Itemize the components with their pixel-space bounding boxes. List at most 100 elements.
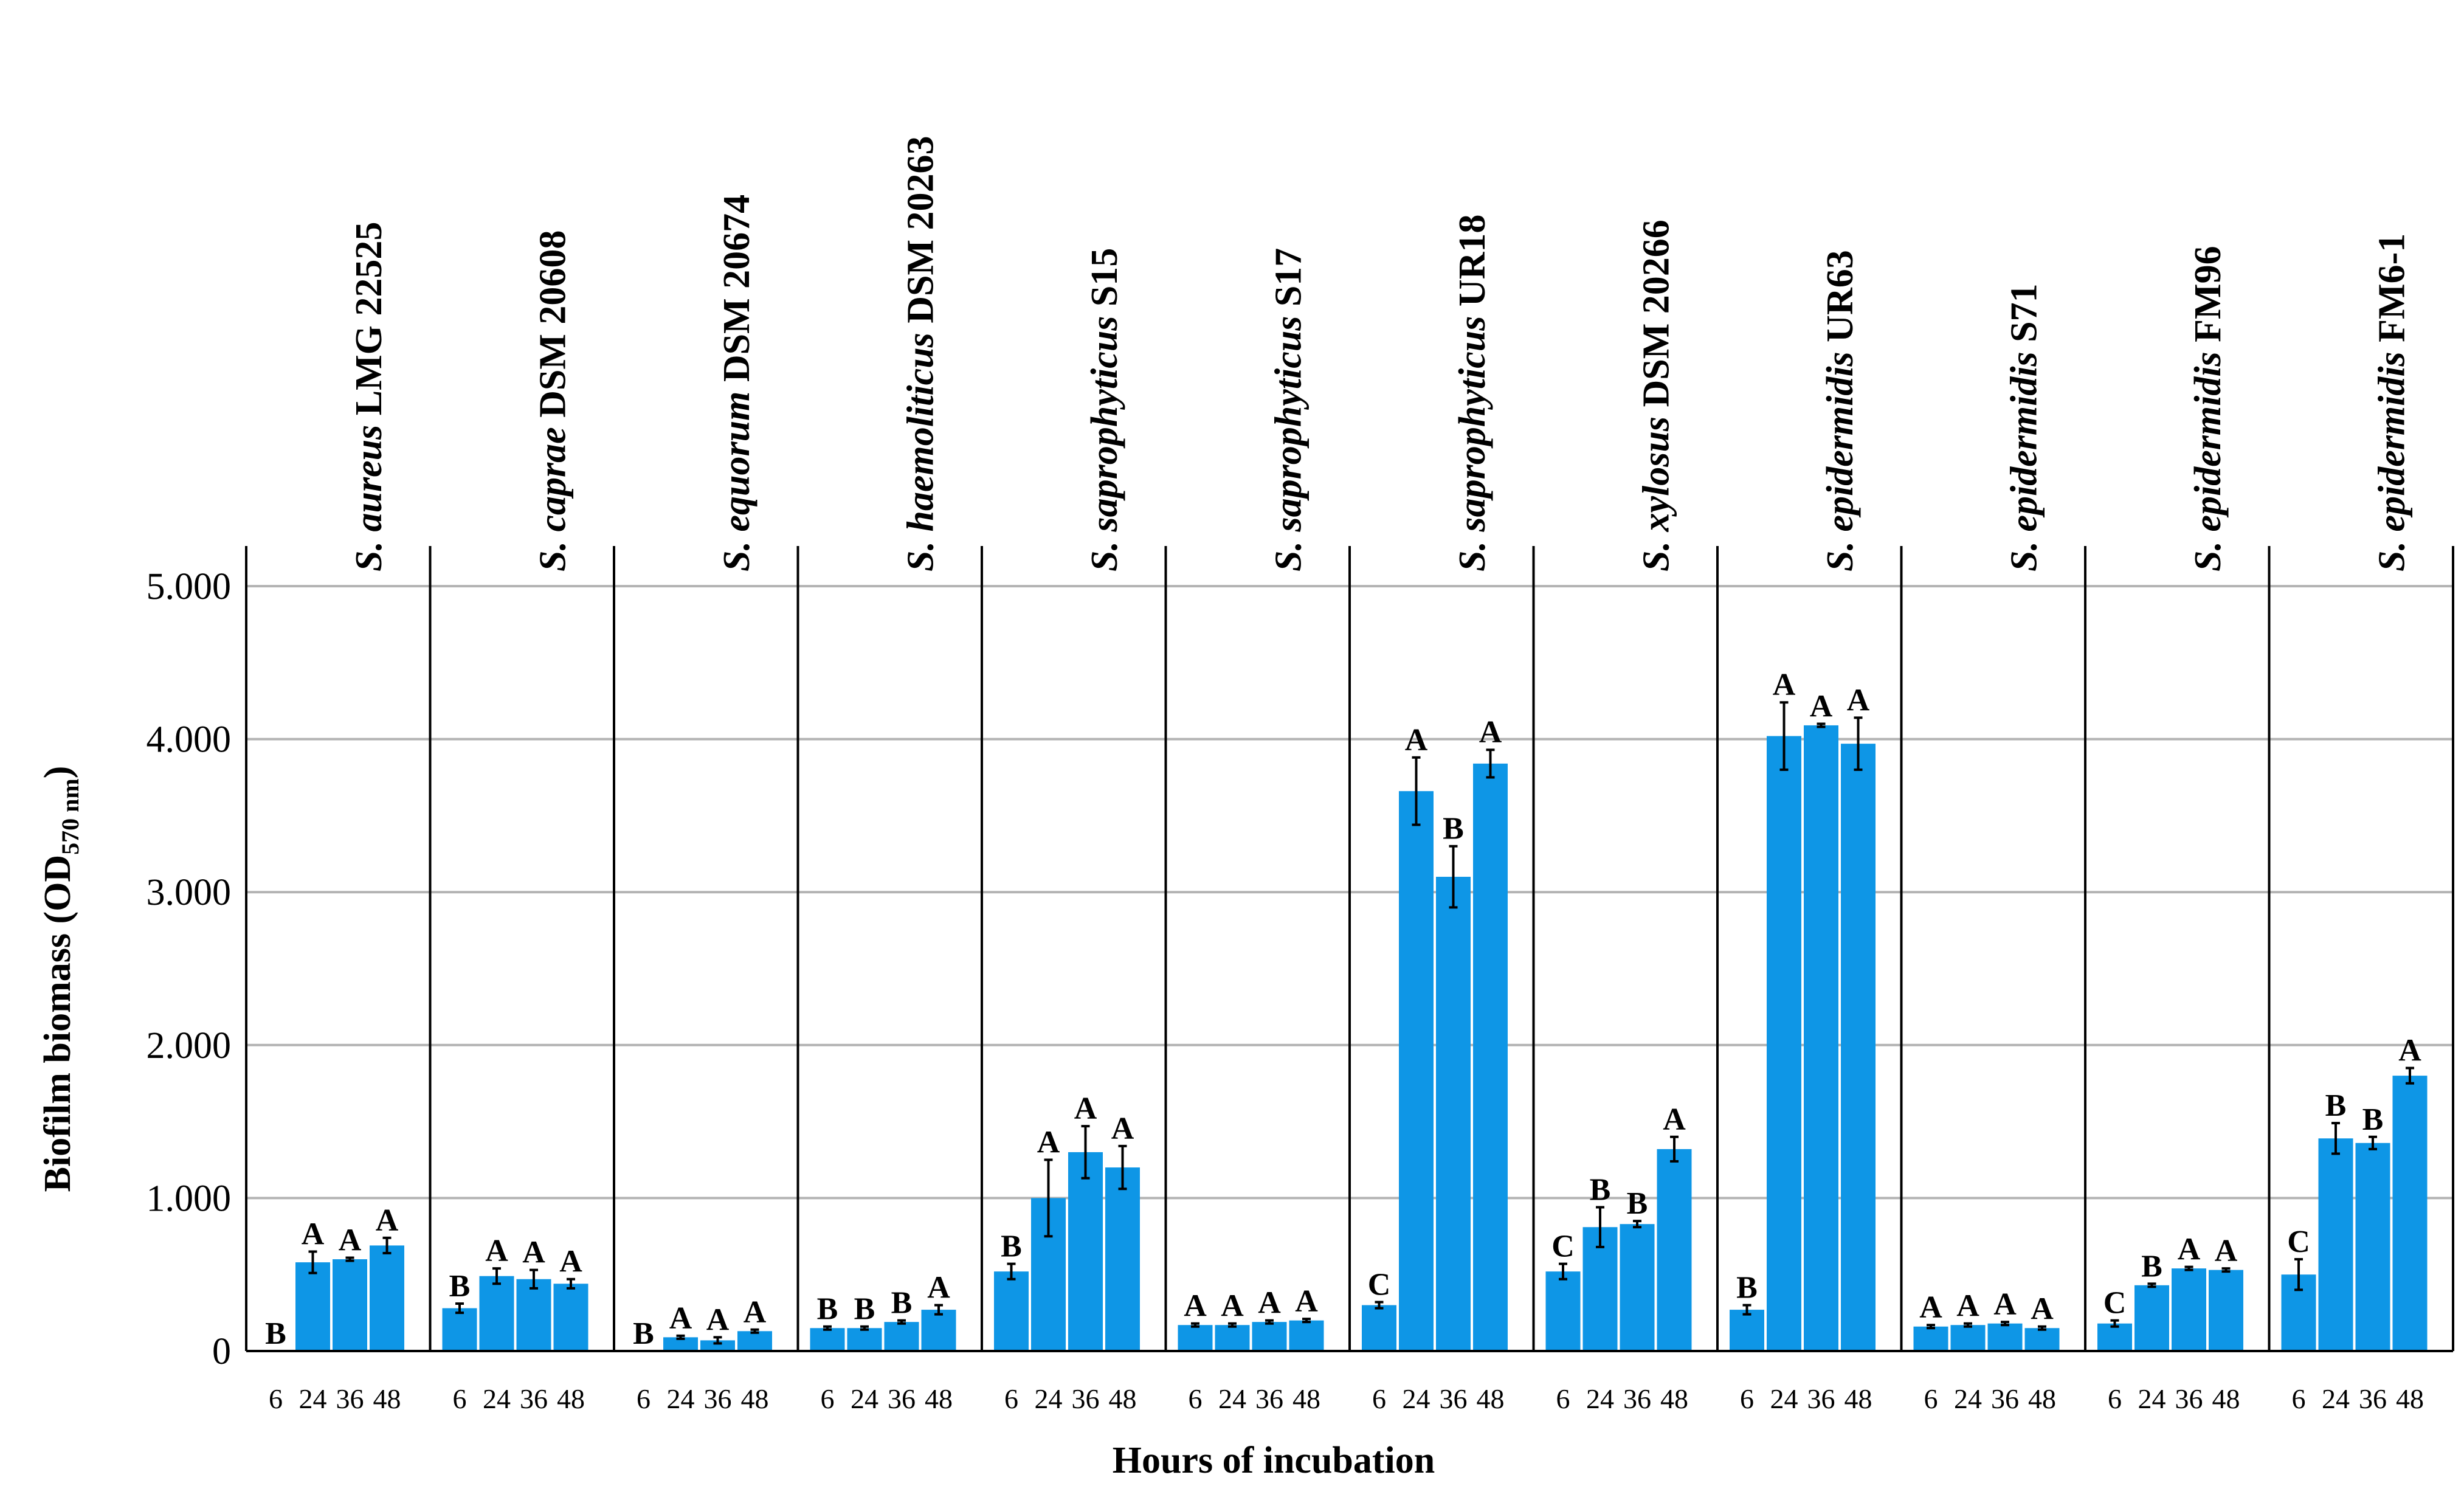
- panel-title-species: saprophyticus: [1084, 306, 1125, 532]
- x-tick-label: 6: [1189, 1383, 1203, 1414]
- bar: [1545, 1271, 1581, 1351]
- significance-letter: B: [1590, 1172, 1611, 1207]
- labels-layer: B 6 A 24 A 36 A 48 S. aureus LMG 22525 B 6 A 24 A 36 A 4…: [147, 136, 2424, 1414]
- bar: [553, 1284, 588, 1351]
- x-tick-label: 36: [888, 1383, 916, 1414]
- panel-title-strain: DSM 20266: [1636, 219, 1677, 407]
- panel-title: S. xylosus DSM 20266: [1636, 219, 1677, 572]
- bar: [479, 1276, 514, 1351]
- significance-letter: A: [1295, 1284, 1318, 1319]
- bar: [1950, 1325, 1986, 1351]
- y-tick-label: 3.000: [147, 872, 232, 913]
- panel-title-genus: S.: [1084, 532, 1125, 572]
- y-axis-title: Biofilm biomass (OD570 nm): [37, 766, 84, 1192]
- x-tick-label: 48: [1292, 1383, 1320, 1414]
- panel-title: S. saprophyticus UR18: [1452, 215, 1493, 572]
- x-tick-label: 24: [1954, 1383, 1982, 1414]
- x-tick-label: 24: [1586, 1383, 1614, 1414]
- x-tick-label: 24: [851, 1383, 878, 1414]
- significance-letter: C: [1368, 1267, 1391, 1302]
- x-tick-label: 24: [667, 1383, 695, 1414]
- significance-letter: A: [2215, 1234, 2238, 1268]
- bar: [1913, 1326, 1948, 1351]
- bar: [2134, 1285, 2169, 1351]
- x-tick-label: 48: [925, 1383, 953, 1414]
- bar: [442, 1308, 477, 1351]
- significance-letter: C: [2103, 1286, 2127, 1321]
- bar: [1657, 1149, 1692, 1351]
- significance-letter: B: [265, 1316, 286, 1351]
- y-tick-label: 5.000: [147, 566, 232, 607]
- panel-title: S. equorum DSM 20674: [716, 195, 757, 572]
- panel-title-species: saprophyticus: [1452, 306, 1493, 532]
- panel-title-strain: S15: [1084, 248, 1125, 306]
- significance-letter: A: [1074, 1091, 1097, 1126]
- x-tick-label: 24: [1035, 1383, 1063, 1414]
- bar: [1841, 744, 1876, 1351]
- significance-letter: A: [1184, 1289, 1207, 1324]
- bar: [516, 1279, 551, 1351]
- bar: [921, 1310, 956, 1351]
- panel-title: S. caprae DSM 20608: [533, 230, 574, 572]
- bar: [2392, 1076, 2428, 1351]
- y-axis-title-close: ): [37, 766, 78, 779]
- bar: [2355, 1142, 2390, 1351]
- significance-letter: B: [2362, 1102, 2384, 1137]
- panel-title: S. epidermidis S71: [2004, 283, 2045, 572]
- x-tick-label: 48: [1109, 1383, 1137, 1414]
- x-tick-label: 6: [453, 1383, 467, 1414]
- significance-letter: B: [633, 1316, 654, 1351]
- bar: [847, 1328, 882, 1351]
- panel-title-strain: FM96: [2187, 246, 2229, 342]
- x-tick-label: 6: [1924, 1383, 1938, 1414]
- significance-letter: A: [1111, 1111, 1134, 1146]
- panel-title-strain: DSM 20608: [533, 230, 574, 418]
- bar: [737, 1331, 772, 1351]
- y-tick-label: 1.000: [147, 1178, 232, 1219]
- panel-title-genus: S.: [533, 532, 574, 572]
- significance-letter: B: [2141, 1249, 2162, 1284]
- x-tick-label: 48: [557, 1383, 585, 1414]
- bar: [1362, 1305, 1396, 1351]
- panel-title-strain: S71: [2004, 283, 2045, 342]
- bar: [1767, 736, 1801, 1351]
- bar: [1105, 1167, 1140, 1351]
- bar: [1730, 1310, 1764, 1351]
- x-tick-label: 36: [1072, 1383, 1100, 1414]
- panel-title-genus: S.: [1268, 532, 1310, 572]
- panel-title-species: haemoliticus: [900, 323, 942, 532]
- panel-title-species: aureus: [348, 415, 390, 531]
- significance-letter: B: [1736, 1271, 1758, 1305]
- bar: [1178, 1325, 1213, 1351]
- y-tick-label: 4.000: [147, 719, 232, 761]
- x-tick-label: 6: [637, 1383, 651, 1414]
- panel-title-species: saprophyticus: [1268, 306, 1310, 532]
- significance-letter: A: [1479, 715, 1502, 750]
- x-tick-label: 24: [2138, 1383, 2166, 1414]
- panel-title: S. epidermidis FM6-1: [2372, 233, 2413, 572]
- panel-title-genus: S.: [2004, 532, 2045, 572]
- panel-title: S. aureus LMG 22525: [348, 222, 390, 572]
- x-tick-label: 36: [520, 1383, 548, 1414]
- x-tick-label: 24: [299, 1383, 327, 1414]
- panel-title-species: xylosus: [1636, 407, 1677, 533]
- bar: [1620, 1224, 1655, 1351]
- panel-title-genus: S.: [1820, 532, 1861, 572]
- significance-letter: B: [891, 1286, 913, 1321]
- bar: [1804, 725, 1838, 1351]
- panel-title: S. epidermidis FM96: [2187, 246, 2229, 572]
- panel-title-genus: S.: [2372, 532, 2413, 572]
- axes-layer: [245, 546, 2454, 1352]
- x-tick-label: 24: [2322, 1383, 2350, 1414]
- panel-title: S. saprophyticus S17: [1268, 248, 1310, 572]
- panel-title: S. haemoliticus DSM 20263: [900, 136, 942, 572]
- bar: [1399, 791, 1434, 1351]
- panel-title-genus: S.: [1452, 532, 1493, 572]
- significance-letter: A: [2398, 1034, 2421, 1068]
- x-tick-label: 6: [1740, 1383, 1754, 1414]
- significance-letter: B: [817, 1292, 838, 1327]
- bar: [1252, 1322, 1287, 1351]
- panel-title-genus: S.: [1636, 532, 1677, 572]
- bar: [1473, 763, 1508, 1351]
- bars-layer: [295, 701, 2428, 1351]
